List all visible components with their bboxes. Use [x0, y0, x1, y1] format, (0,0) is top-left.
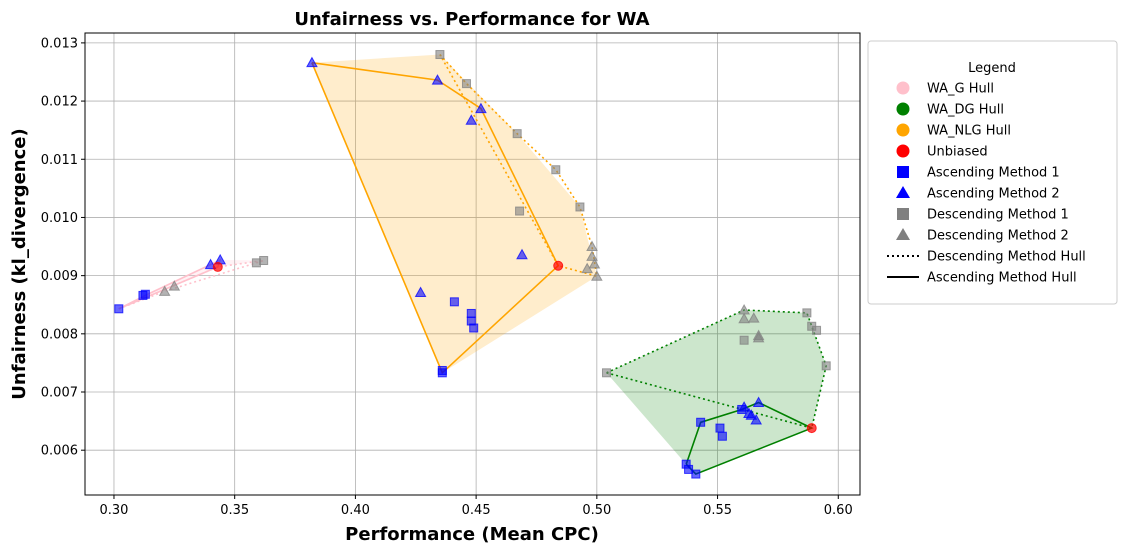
- descending-method-1-point: [575, 202, 585, 212]
- hull-fills: [118, 54, 827, 475]
- ascending-method-2-point: [475, 102, 487, 114]
- ascending-method-2-point: [465, 114, 478, 125]
- ascending-method-1-point: [715, 423, 725, 433]
- ascending-method-1-point: [469, 323, 479, 333]
- x-tick-label: 0.30: [99, 503, 128, 518]
- x-tick-label: 0.50: [582, 503, 611, 518]
- ascending-method-1-point: [691, 469, 701, 479]
- x-tick-label: 0.35: [220, 503, 249, 518]
- descending-method-1-point: [601, 368, 611, 378]
- ascending-method-2-point: [745, 409, 758, 420]
- y-tick-label: 0.009: [41, 269, 78, 284]
- ascending-method-1-point: [140, 289, 150, 299]
- descending-method-1-point: [435, 50, 445, 60]
- x-tick-label: 0.60: [824, 503, 853, 518]
- legend-marker-descending-method-2: [896, 228, 910, 240]
- legend-label: Ascending Method 1: [927, 166, 1060, 181]
- legend: Legend WA_G Hull WA_DG Hull WA_NLG Hull Unb…: [867, 40, 1118, 305]
- unbiased-point: [806, 423, 817, 434]
- legend-label: Descending Method Hull: [927, 250, 1086, 265]
- legend-label: Unbiased: [927, 145, 988, 160]
- legend-marker-wa-g-hull: [896, 81, 910, 95]
- descending-method-1-point: [821, 361, 831, 371]
- legend-label: WA_NLG Hull: [927, 124, 1011, 139]
- y-axis-title: Unfairness (kl_divergence): [9, 128, 30, 399]
- ascending-method-2-point: [750, 413, 763, 425]
- ascending-method-2-point: [414, 286, 427, 298]
- x-tick-label: 0.45: [462, 503, 491, 518]
- ascending-method-1-point: [684, 464, 694, 474]
- legend-label: Ascending Method 2: [927, 187, 1060, 202]
- descending-method-1-point: [515, 206, 525, 216]
- descending-method-1-point: [812, 325, 822, 335]
- descending-hull-wa_dg: [606, 309, 828, 430]
- legend-title: Legend: [968, 61, 1016, 76]
- descending-method-2-point: [581, 262, 594, 274]
- legend-box: [867, 40, 1118, 305]
- legend-label: Ascending Method Hull: [927, 271, 1077, 286]
- legend-marker-unbiased: [896, 144, 910, 158]
- descending-method-2-point: [158, 285, 171, 296]
- ascending-hull-wa_nlg: [311, 61, 560, 375]
- descending-method-1-point: [739, 335, 749, 345]
- y-tick-label: 0.010: [41, 211, 78, 226]
- descending-method-2-point: [168, 280, 181, 291]
- descending-method-2-point: [588, 257, 601, 269]
- legend-marker-wa-dg-hull: [896, 102, 910, 116]
- legend-label: WA_DG Hull: [927, 103, 1004, 118]
- y-ticks: 0.006 0.007 0.008 0.009 0.010 0.011 0.012 0.013: [41, 36, 85, 459]
- unbiased-point: [212, 261, 223, 272]
- descending-method-2-point: [590, 270, 603, 281]
- y-tick-label: 0.007: [41, 386, 78, 401]
- ascending-method-2-point: [516, 248, 528, 260]
- data-points: [114, 50, 831, 479]
- legend-marker-descending-method-1: [897, 208, 909, 220]
- hull-fill-wa_nlg: [311, 54, 597, 373]
- descending-method-1-point: [512, 129, 522, 139]
- legend-marker-ascending-method-1: [897, 166, 909, 178]
- ascending-method-2-point: [738, 401, 750, 412]
- ascending-method-2-point: [306, 56, 318, 68]
- ascending-method-1-point: [114, 304, 124, 314]
- legend-marker-ascending-method-2: [896, 186, 910, 198]
- descending-method-1-point: [551, 165, 561, 175]
- ascending-method-1-point: [449, 297, 459, 307]
- plot-frame: [84, 32, 861, 496]
- y-tick-label: 0.008: [41, 327, 78, 342]
- x-tick-label: 0.55: [703, 503, 732, 518]
- ascending-method-1-point: [696, 417, 706, 427]
- y-tick-label: 0.013: [41, 36, 78, 51]
- y-tick-label: 0.006: [41, 444, 78, 459]
- x-ticks: 0.30 0.35 0.40 0.45 0.50 0.55 0.60: [99, 495, 853, 518]
- hull-fill-wa_dg: [606, 310, 827, 475]
- y-tick-label: 0.012: [41, 95, 78, 110]
- descending-method-2-point: [738, 312, 750, 324]
- descending-method-1-point: [259, 256, 269, 266]
- x-axis-title: Performance (Mean CPC): [345, 524, 599, 545]
- ascending-method-2-point: [752, 396, 765, 407]
- descending-method-1-point: [461, 79, 471, 89]
- ascending-method-1-point: [466, 308, 476, 318]
- ascending-method-1-point: [437, 365, 447, 375]
- descending-method-1-point: [802, 308, 812, 318]
- unbiased-point: [553, 260, 564, 271]
- legend-label: Descending Method 2: [927, 229, 1069, 244]
- ascending-method-2-point: [431, 74, 444, 85]
- ascending-method-1-point: [717, 431, 727, 441]
- descending-method-2-point: [752, 331, 765, 343]
- legend-marker-wa-nlg-hull: [896, 123, 910, 137]
- descending-hull-wa_nlg: [439, 53, 598, 278]
- descending-method-2-point: [747, 312, 760, 323]
- x-tick-label: 0.40: [341, 503, 370, 518]
- gridlines: [85, 33, 860, 495]
- legend-label: Descending Method 1: [927, 208, 1069, 223]
- y-tick-label: 0.011: [41, 153, 78, 168]
- chart-title: Unfairness vs. Performance for WA: [294, 9, 649, 30]
- legend-label: WA_G Hull: [927, 82, 994, 97]
